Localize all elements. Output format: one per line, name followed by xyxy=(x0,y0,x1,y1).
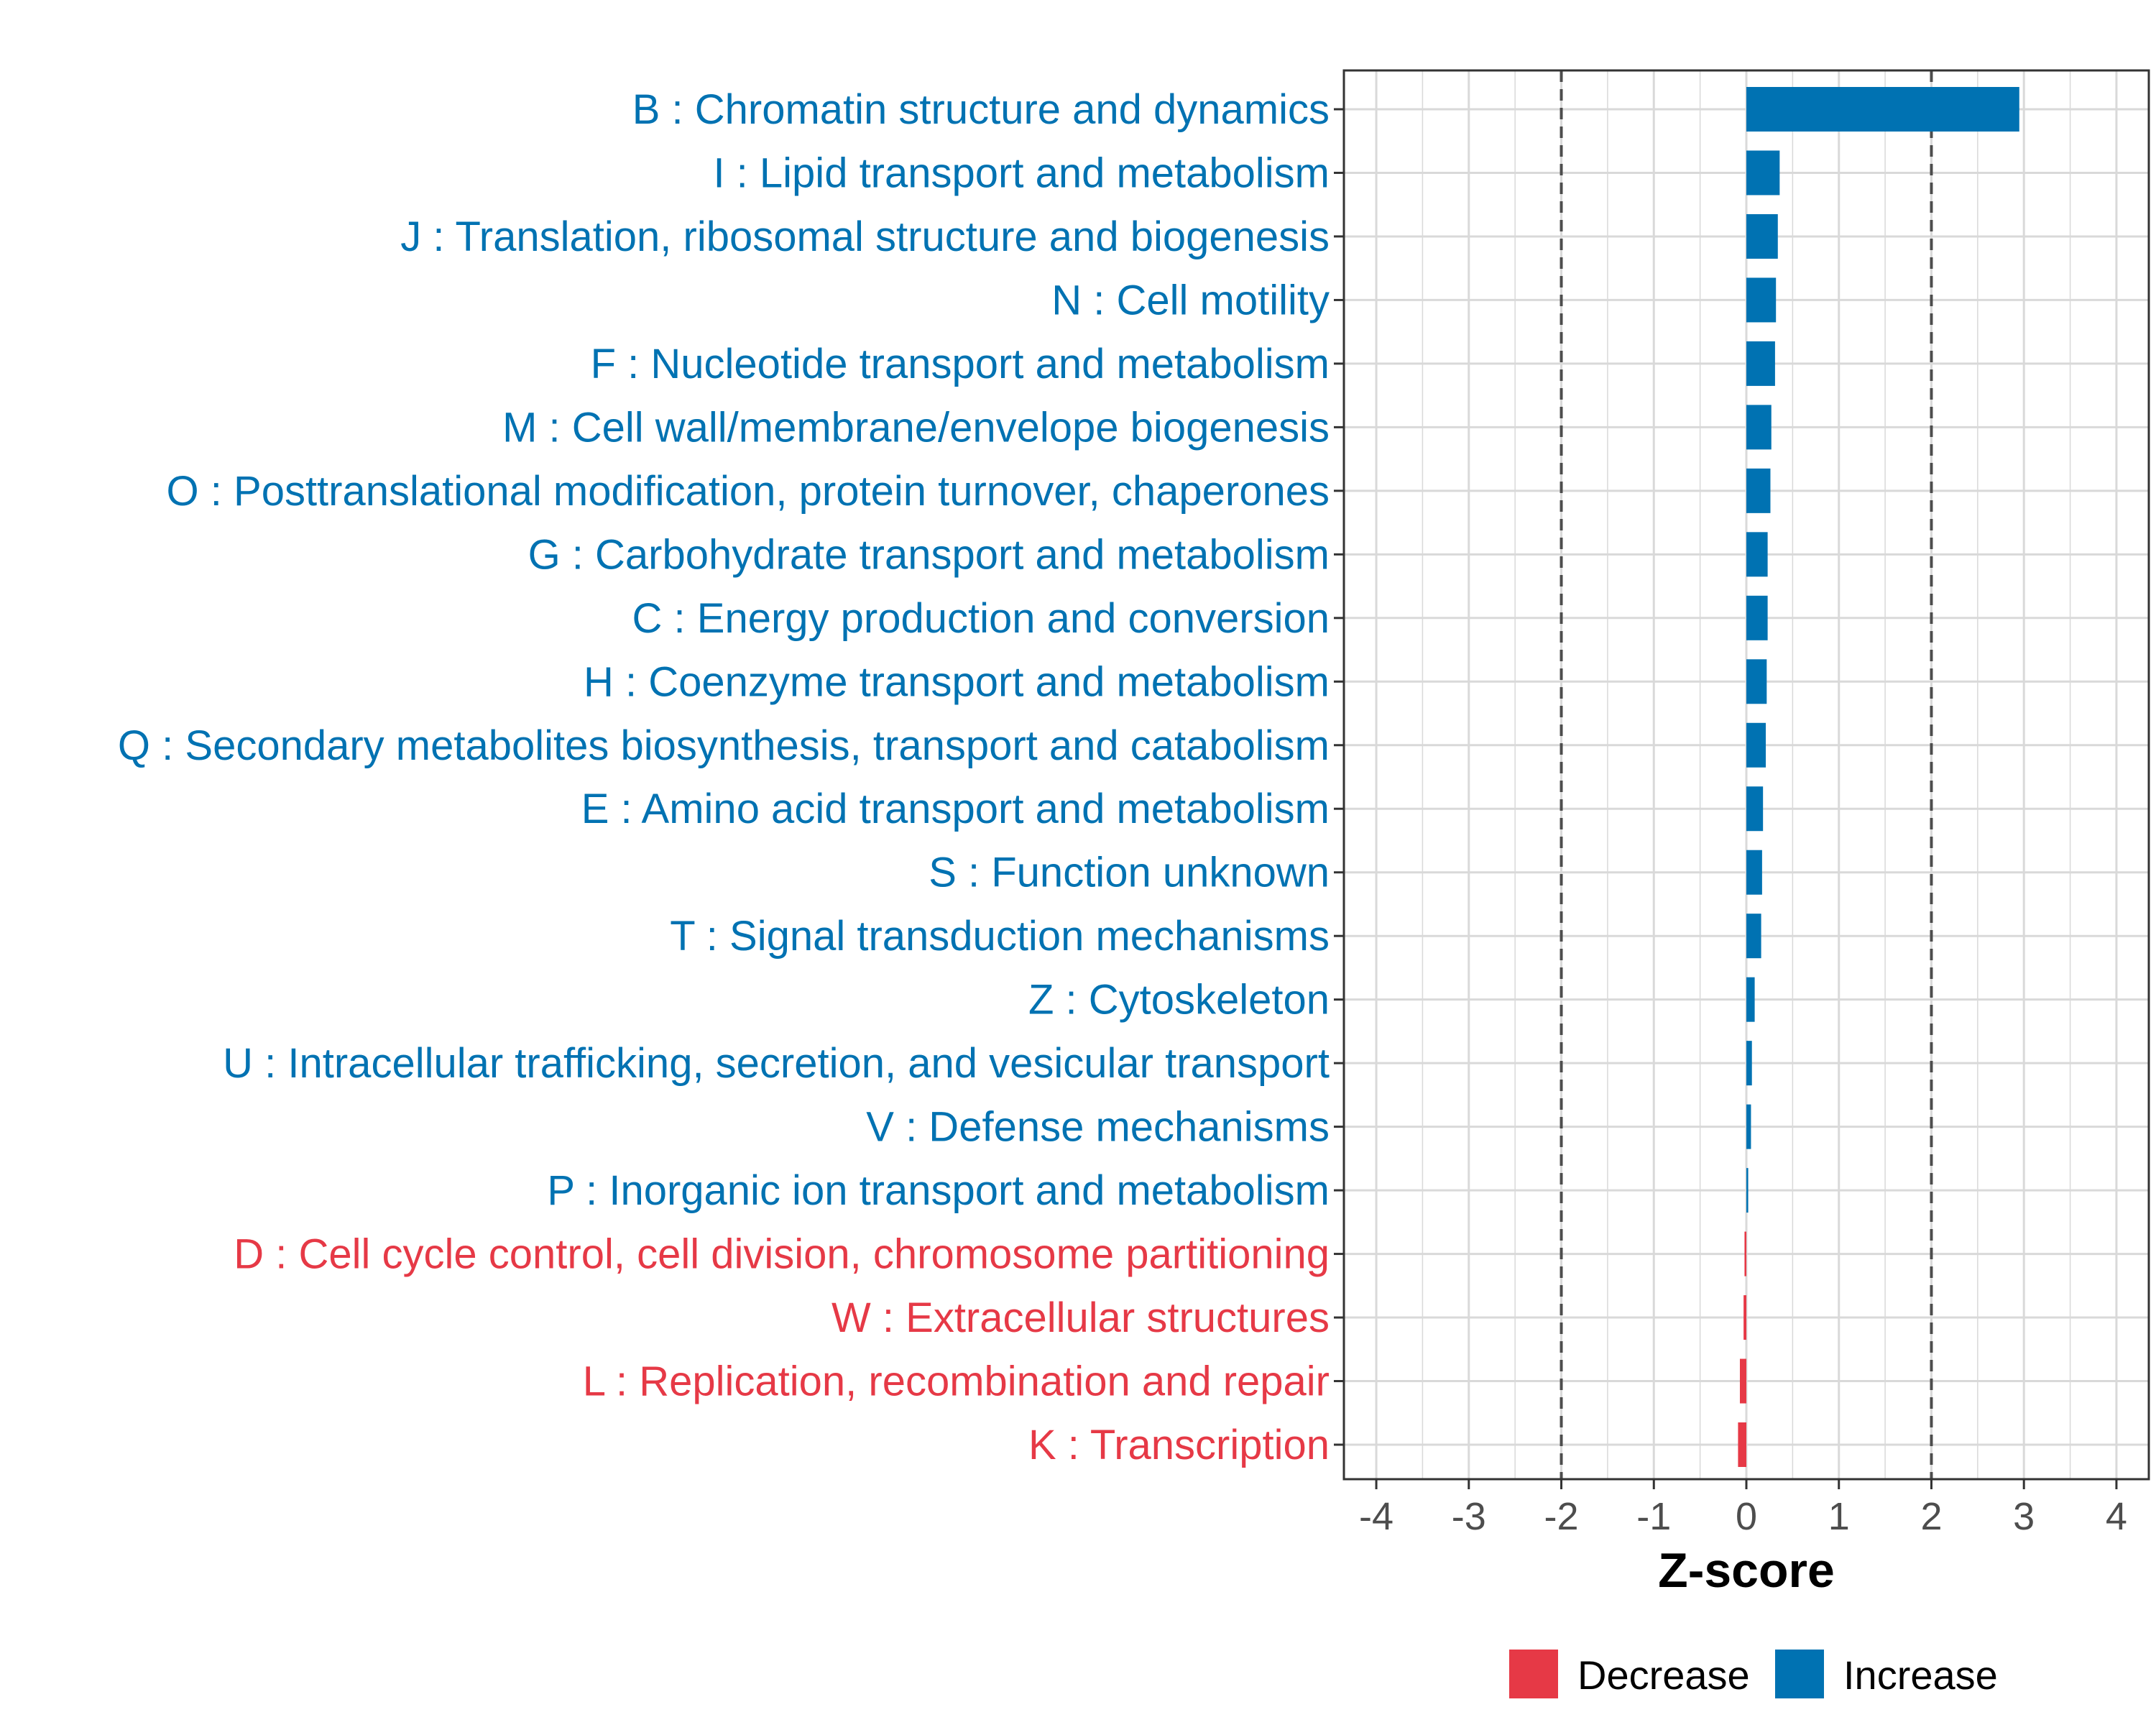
category-label: V : Defense mechanisms xyxy=(866,1104,1330,1151)
bar xyxy=(1746,595,1768,640)
bar xyxy=(1746,977,1755,1022)
category-label: U : Intracellular trafficking, secretion… xyxy=(223,1040,1330,1087)
category-label: W : Extracellular structures xyxy=(831,1294,1330,1341)
category-label: G : Carbohydrate transport and metabolis… xyxy=(528,531,1330,578)
bar xyxy=(1746,914,1761,959)
bar xyxy=(1746,87,2019,132)
legend-swatch-decrease xyxy=(1509,1650,1558,1698)
x-axis-title: Z-score xyxy=(1658,1543,1835,1598)
bar xyxy=(1746,1104,1751,1149)
category-labels: B : Chromatin structure and dynamics I : … xyxy=(118,86,1330,1468)
x-axis-ticks: -4 -3 -2 -1 0 1 2 3 4 xyxy=(1359,1479,2127,1538)
bar xyxy=(1746,722,1766,768)
y-axis-ticks xyxy=(1334,108,1344,1446)
category-label: C : Energy production and conversion xyxy=(632,595,1330,642)
category-label: S : Function unknown xyxy=(929,850,1330,896)
legend-label-increase: Increase xyxy=(1843,1652,1998,1698)
bar xyxy=(1746,277,1777,323)
category-label: Z : Cytoskeleton xyxy=(1028,977,1330,1024)
category-label: I : Lipid transport and metabolism xyxy=(713,150,1330,196)
x-tick-label: -1 xyxy=(1636,1495,1671,1538)
category-label: Q : Secondary metabolites biosynthesis, … xyxy=(118,722,1330,769)
x-tick-label: 2 xyxy=(1920,1495,1942,1538)
x-tick-label: 0 xyxy=(1736,1495,1757,1538)
category-label: F : Nucleotide transport and metabolism xyxy=(591,341,1330,387)
bar xyxy=(1744,1231,1746,1276)
bar xyxy=(1743,1295,1746,1340)
category-label: P : Inorganic ion transport and metaboli… xyxy=(547,1167,1330,1214)
category-label: J : Translation, ribosomal structure and… xyxy=(400,213,1330,260)
bar xyxy=(1746,405,1772,450)
category-label: B : Chromatin structure and dynamics xyxy=(632,86,1330,133)
x-tick-label: 4 xyxy=(2106,1495,2127,1538)
x-tick-label: -4 xyxy=(1359,1495,1393,1538)
x-tick-label: 1 xyxy=(1828,1495,1850,1538)
legend: Decrease Increase xyxy=(1509,1650,1998,1698)
category-label: H : Coenzyme transport and metabolism xyxy=(584,658,1330,705)
x-tick-label: 3 xyxy=(2013,1495,2035,1538)
category-label: L : Replication, recombination and repai… xyxy=(583,1358,1330,1405)
category-label: K : Transcription xyxy=(1028,1422,1330,1468)
bar xyxy=(1738,1422,1746,1467)
category-label: O : Posttranslational modification, prot… xyxy=(167,468,1330,515)
bar xyxy=(1746,659,1767,704)
category-label: N : Cell motility xyxy=(1051,277,1330,323)
category-label: E : Amino acid transport and metabolism xyxy=(581,786,1330,832)
category-label: D : Cell cycle control, cell division, c… xyxy=(234,1231,1330,1278)
category-label: T : Signal transduction mechanisms xyxy=(670,913,1330,960)
bar xyxy=(1746,850,1762,895)
bar xyxy=(1746,468,1771,513)
bar xyxy=(1746,150,1780,196)
category-label: M : Cell wall/membrane/envelope biogenes… xyxy=(502,404,1330,451)
bar xyxy=(1746,532,1768,577)
legend-swatch-increase xyxy=(1775,1650,1824,1698)
bar xyxy=(1746,1168,1749,1213)
bar xyxy=(1746,341,1775,386)
bar xyxy=(1746,1041,1752,1086)
bar xyxy=(1746,786,1764,832)
bars xyxy=(1738,87,2019,1467)
x-tick-label: -3 xyxy=(1452,1495,1486,1538)
bar xyxy=(1746,213,1778,259)
bar xyxy=(1739,1358,1746,1404)
reference-lines xyxy=(1560,70,1933,1479)
legend-label-decrease: Decrease xyxy=(1577,1652,1750,1698)
x-tick-label: -2 xyxy=(1544,1495,1579,1538)
